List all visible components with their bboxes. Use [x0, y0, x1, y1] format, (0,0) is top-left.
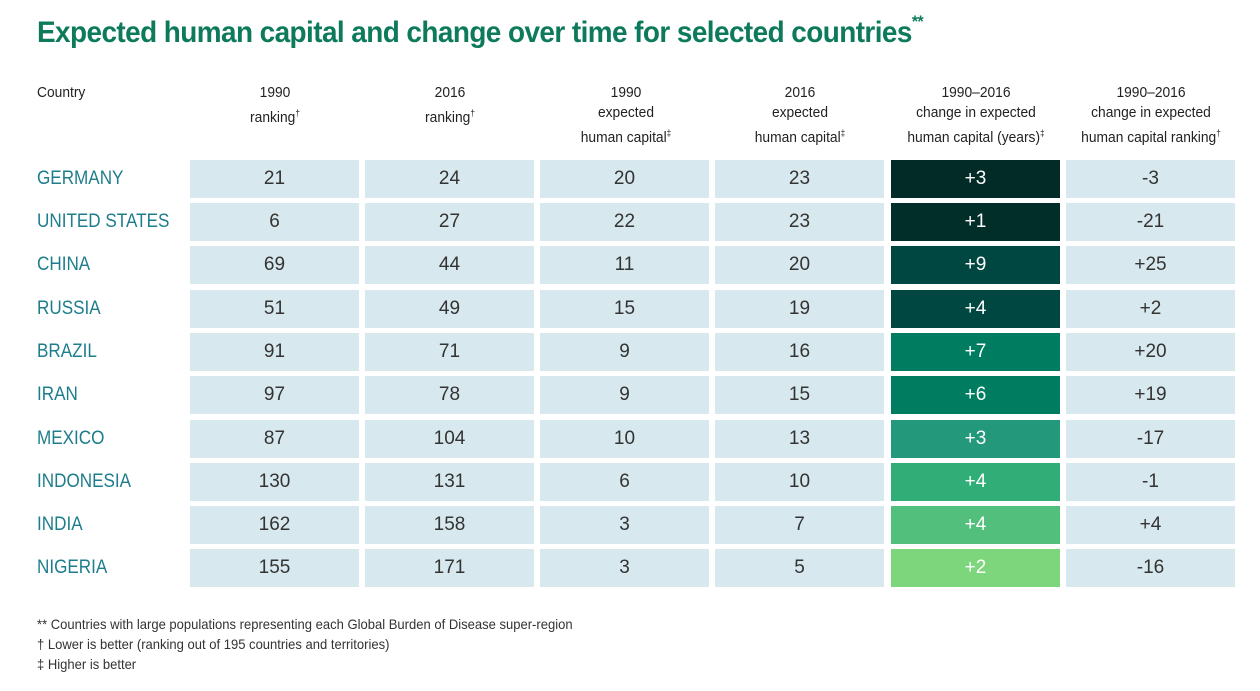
table-cell: +4 — [891, 463, 1060, 501]
table-cell: 51 — [190, 290, 359, 328]
column-header-line: human capital‡ — [754, 128, 846, 146]
table-cell: +4 — [891, 290, 1060, 328]
column-header-line: Country — [37, 84, 86, 101]
table-cell: 3 — [540, 506, 709, 544]
column-header-line: expected — [771, 104, 829, 121]
column-header-line: 2016 — [784, 84, 816, 101]
column-header-line: human capital (years)‡ — [907, 128, 1045, 146]
table-cell: 9 — [540, 376, 709, 414]
table-cell: 16 — [715, 333, 884, 371]
table-cell: 23 — [715, 160, 884, 198]
table-cell: 15 — [540, 290, 709, 328]
column-header-line: change in expected — [916, 104, 1036, 121]
table-cell: 49 — [365, 290, 534, 328]
table-cell: 7 — [715, 506, 884, 544]
table-cell: 3 — [540, 549, 709, 587]
column-header-0: Country — [37, 83, 90, 103]
table-cell: 13 — [715, 420, 884, 458]
column-header-2: 2016 ranking† — [350, 83, 550, 128]
table-cell: 155 — [190, 549, 359, 587]
country-label: MEXICO — [37, 428, 105, 449]
footnote: ** Countries with large populations repr… — [37, 616, 573, 632]
table-cell: +20 — [1066, 333, 1235, 371]
table-cell: +7 — [891, 333, 1060, 371]
country-label: CHINA — [37, 254, 91, 275]
column-header-3: 1990 expected human capital‡ — [526, 83, 726, 148]
column-header-line: 2016 — [434, 84, 466, 101]
table-cell: 78 — [365, 376, 534, 414]
table-cell: -3 — [1066, 160, 1235, 198]
table-cell: 158 — [365, 506, 534, 544]
table-cell: 130 — [190, 463, 359, 501]
country-label: BRAZIL — [37, 341, 97, 362]
country-label: NIGERIA — [37, 557, 108, 578]
column-header-line: 1990–2016 — [941, 84, 1011, 101]
table-cell: 104 — [365, 420, 534, 458]
table-cell: 21 — [190, 160, 359, 198]
column-header-4: 2016 expected human capital‡ — [700, 83, 900, 148]
column-header-line: 1990 — [259, 84, 291, 101]
table-cell: 44 — [365, 246, 534, 284]
column-header-line: 1990 — [610, 84, 642, 101]
table-cell: 91 — [190, 333, 359, 371]
table-cell: 87 — [190, 420, 359, 458]
table-cell: 6 — [190, 203, 359, 241]
table-cell: 69 — [190, 246, 359, 284]
table-cell: 15 — [715, 376, 884, 414]
column-header-1: 1990 ranking† — [175, 83, 375, 128]
table-cell: +3 — [891, 160, 1060, 198]
column-header-line: ranking† — [425, 108, 475, 126]
table-cell: -16 — [1066, 549, 1235, 587]
table-cell: +19 — [1066, 376, 1235, 414]
table-cell: 10 — [540, 420, 709, 458]
table-cell: 97 — [190, 376, 359, 414]
table-cell: 10 — [715, 463, 884, 501]
country-label: UNITED STATES — [37, 211, 170, 232]
table-cell: +2 — [1066, 290, 1235, 328]
table-cell: 24 — [365, 160, 534, 198]
page-title: Expected human capital and change over t… — [37, 12, 924, 49]
country-label: GERMANY — [37, 168, 124, 189]
column-header-5: 1990–2016 change in expected human capital… — [876, 83, 1076, 148]
table-cell: 20 — [540, 160, 709, 198]
column-header-line: 1990–2016 — [1116, 84, 1186, 101]
table-cell: 5 — [715, 549, 884, 587]
table-cell: 6 — [540, 463, 709, 501]
table-cell: 9 — [540, 333, 709, 371]
column-header-6: 1990–2016 change in expected human capital… — [1051, 83, 1251, 148]
table-cell: -21 — [1066, 203, 1235, 241]
table-cell: 22 — [540, 203, 709, 241]
table-cell: +25 — [1066, 246, 1235, 284]
table-cell: 162 — [190, 506, 359, 544]
table-cell: 131 — [365, 463, 534, 501]
table-cell: 27 — [365, 203, 534, 241]
table-cell: 19 — [715, 290, 884, 328]
table-cell: 11 — [540, 246, 709, 284]
footnote: ‡ Higher is better — [37, 656, 137, 672]
table-cell: +2 — [891, 549, 1060, 587]
column-header-line: ranking† — [250, 108, 300, 126]
country-label: INDIA — [37, 514, 83, 535]
country-label: RUSSIA — [37, 298, 101, 319]
table-cell: +9 — [891, 246, 1060, 284]
table-cell: +4 — [891, 506, 1060, 544]
table-cell: +4 — [1066, 506, 1235, 544]
column-header-line: human capital ranking† — [1081, 128, 1221, 146]
table-cell: 171 — [365, 549, 534, 587]
table-cell: 71 — [365, 333, 534, 371]
column-header-line: expected — [597, 104, 655, 121]
table-cell: -17 — [1066, 420, 1235, 458]
table-cell: +1 — [891, 203, 1060, 241]
column-header-line: change in expected — [1091, 104, 1211, 121]
country-label: INDONESIA — [37, 471, 132, 492]
table-cell: 20 — [715, 246, 884, 284]
table-cell: -1 — [1066, 463, 1235, 501]
table-cell: 23 — [715, 203, 884, 241]
country-label: IRAN — [37, 384, 78, 405]
column-header-line: human capital‡ — [580, 128, 672, 146]
footnote: † Lower is better (ranking out of 195 co… — [37, 636, 390, 652]
table-cell: +6 — [891, 376, 1060, 414]
table-cell: +3 — [891, 420, 1060, 458]
